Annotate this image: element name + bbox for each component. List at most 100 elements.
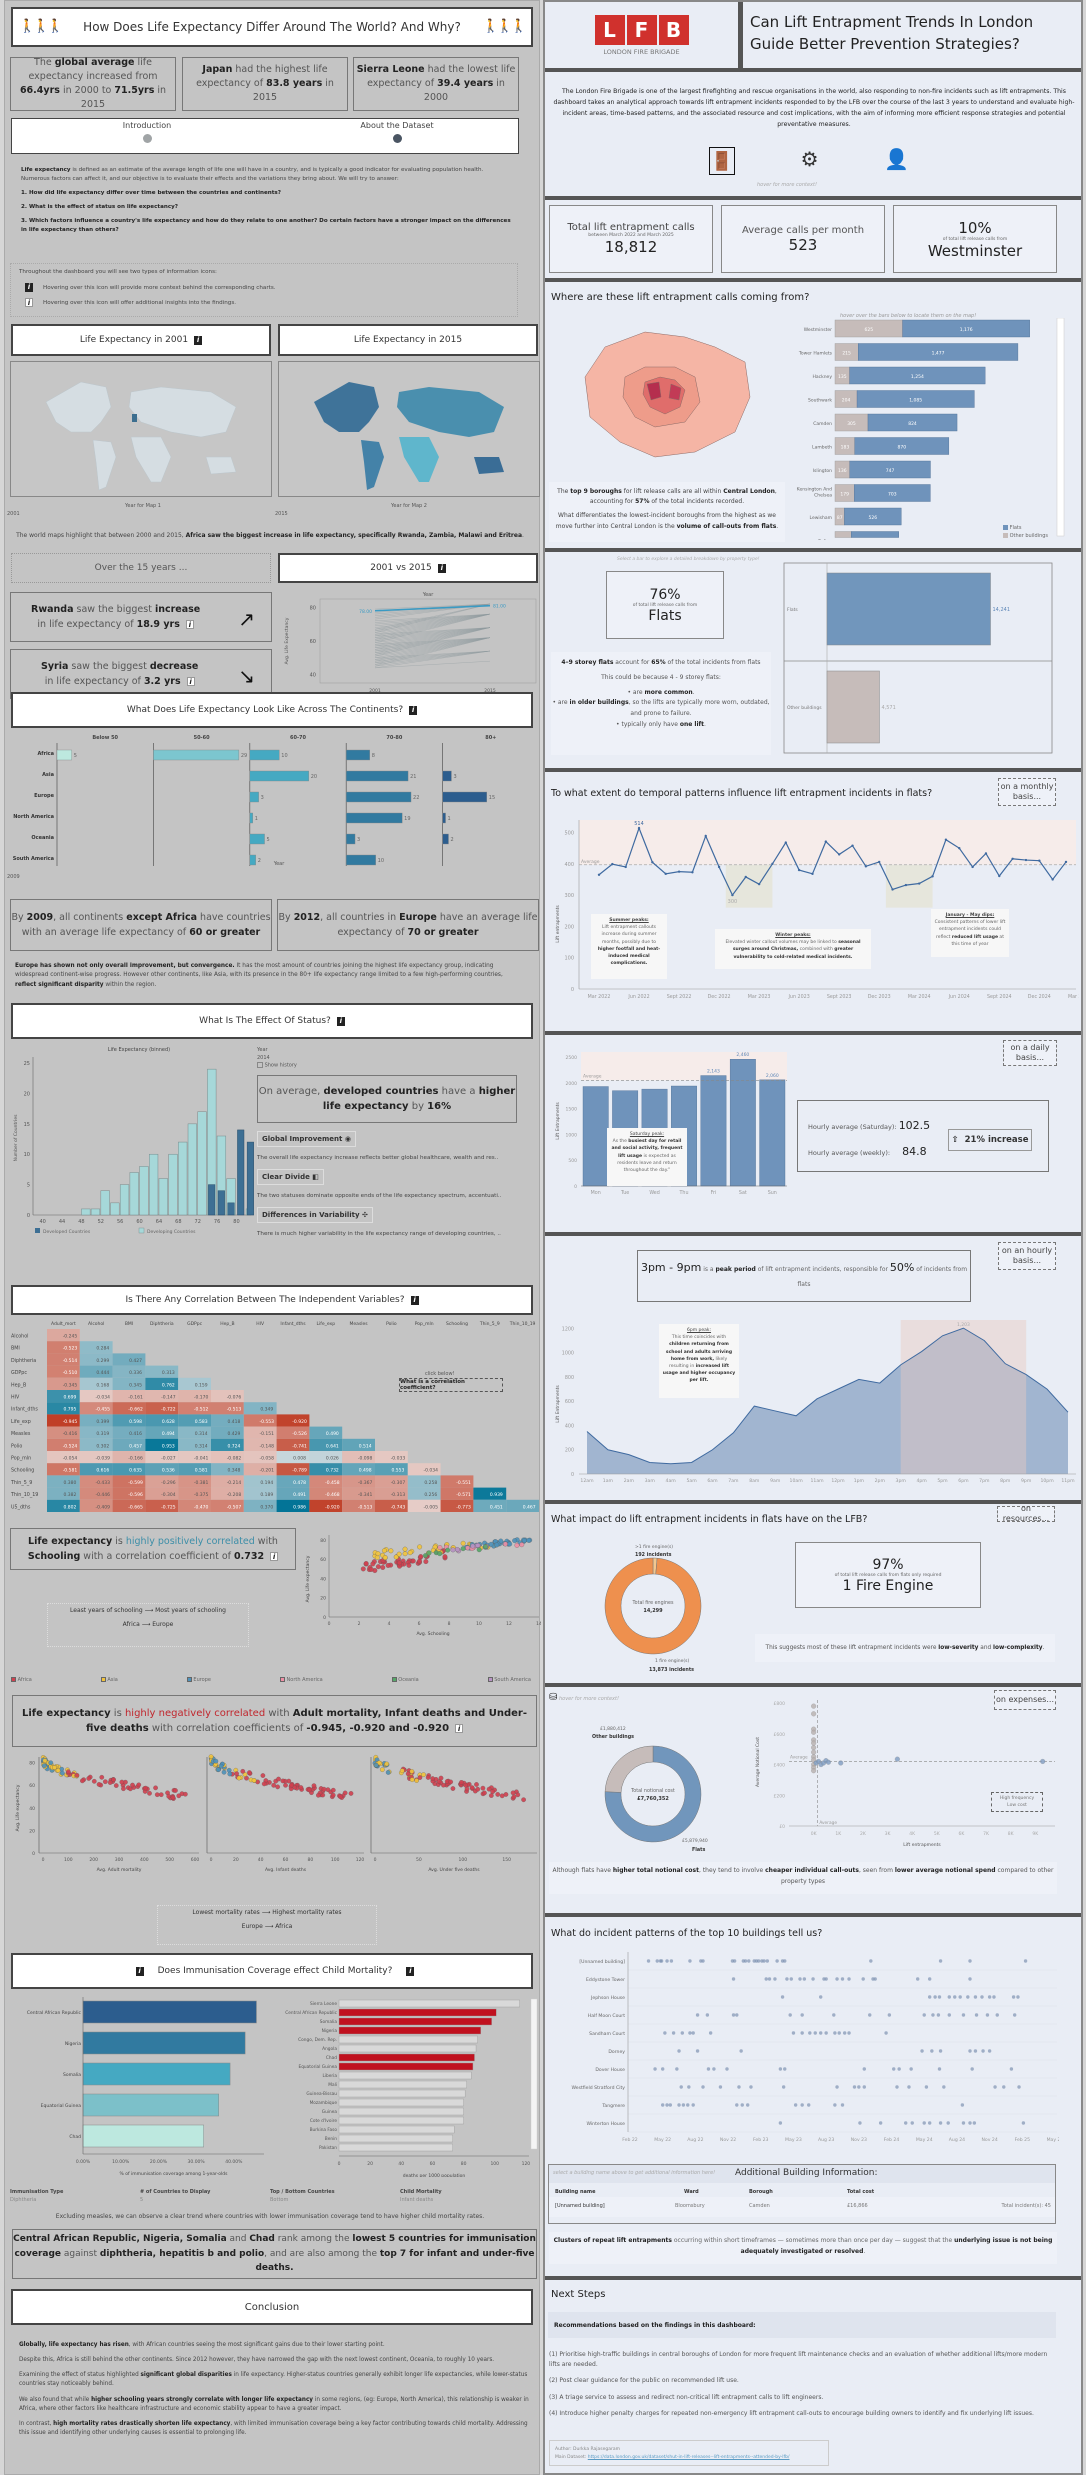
map1-year[interactable]: 2001: [7, 511, 20, 517]
info-icon[interactable]: i: [336, 1016, 345, 1026]
legend-item[interactable]: Asia: [100, 1677, 118, 1683]
legend-item[interactable]: Oceania: [391, 1677, 419, 1683]
country-point: [325, 1787, 331, 1792]
borough-label: Islington: [813, 468, 832, 474]
country-point: [445, 1547, 451, 1553]
tab-about-dataset[interactable]: About the Dataset: [322, 121, 472, 143]
cell-value: -0.514: [63, 1358, 78, 1364]
cell-value: 0.635: [129, 1468, 142, 1474]
deaths-bar-chart[interactable]: Sierra Leone Central African Republic Soma…: [267, 1995, 539, 2177]
monthly-line-chart[interactable]: 0 100 200 300 400 500 Lift entrapments Average 5…: [551, 814, 1079, 1019]
vs-slope-chart[interactable]: Year 40 60 80 Avg. Life Expectancy 78.00 81.00…: [280, 591, 540, 696]
legend-item[interactable]: Africa: [11, 1677, 32, 1683]
show-history-checkbox[interactable]: [257, 1062, 263, 1068]
legend-item[interactable]: South America: [487, 1677, 531, 1683]
hourly-area-chart[interactable]: 0 200 400 600 800 1000 1200 Lift Entrapments 12a…: [551, 1314, 1079, 1499]
scrollbar[interactable]: [530, 1998, 538, 2150]
incident-point: [706, 2067, 711, 2071]
info-icon[interactable]: i: [135, 1966, 144, 1976]
x-tick: 8pm: [1000, 1478, 1011, 1484]
cell-value: -0.523: [63, 1346, 78, 1352]
scrollbar[interactable]: [1056, 318, 1065, 537]
info-table-row[interactable]: [Unnamed building] Bloomsbury Camden £16…: [549, 2197, 1055, 2217]
coverage-bar: [82, 2031, 246, 2055]
lift-icon[interactable]: 🚪: [709, 147, 735, 175]
x-tick: 9am: [770, 1478, 781, 1484]
cell-value: 0.494: [162, 1431, 175, 1437]
correlation-heatmap[interactable]: Adult_mort Alcohol BMI Diphtheria GDPpc Hep_B…: [9, 1317, 539, 1517]
property-point: [811, 1749, 817, 1755]
filter-control[interactable]: Child Mortality Infant deaths: [400, 2189, 442, 2203]
cost-hover-hint[interactable]: ⛁ hover for more context!: [549, 1692, 619, 1703]
schooling-scatter[interactable]: 0 20 40 60 80 0 2 4 6 8 10 12 14 Avg. Schooling Avg. L…: [293, 1529, 541, 1639]
legend-item[interactable]: North America: [279, 1677, 323, 1683]
global-improvement-button[interactable]: Global Improvement ◉: [257, 1131, 356, 1147]
incident-point: [973, 2049, 978, 2053]
country-line: [374, 627, 491, 655]
world-map-2015[interactable]: [278, 361, 540, 497]
person-question-icon[interactable]: 👤: [884, 147, 909, 171]
insight-icon[interactable]: i: [455, 1723, 464, 1733]
insight-icon[interactable]: i: [186, 677, 195, 686]
world-map-2001[interactable]: [10, 361, 272, 497]
flats-bar: [854, 437, 950, 455]
correlation-coefficient-button[interactable]: What is a correlation coefficient?: [399, 1378, 503, 1392]
info-icon[interactable]: i: [194, 335, 203, 345]
fire-engines-donut[interactable]: Total fire engines 14,299 >1 fire engine(s…: [585, 1540, 725, 1675]
developing-bar: [197, 1111, 207, 1216]
notional-cost-donut[interactable]: Total notional cost £7,760,352 £1,880,412 O…: [570, 1722, 725, 1857]
status-year-filter[interactable]: Year 2014 Show history: [257, 1047, 297, 1069]
immunisation-bar-chart[interactable]: Central African Republic Nigeria Somalia Eq…: [9, 1995, 269, 2177]
flats-value: 1,254: [911, 374, 924, 380]
heatmap-cell: [309, 1475, 343, 1488]
life-title-bar: 🚶🚶🚶 How Does Life Expectancy Differ Arou…: [11, 7, 533, 47]
data-point: [624, 865, 627, 869]
filter-control[interactable]: Immunisation Type Diphtheria: [10, 2189, 64, 2203]
continents-year[interactable]: 2009: [7, 874, 20, 880]
info-icon[interactable]: i: [437, 563, 446, 573]
info-icon[interactable]: i: [410, 1295, 419, 1305]
divider: [545, 1232, 1081, 1236]
cell-value: -0.161: [128, 1395, 143, 1401]
y-tick: 500: [564, 831, 574, 837]
insight-icon[interactable]: i: [185, 620, 194, 629]
map2-year[interactable]: 2015: [275, 511, 288, 517]
clear-divide-button[interactable]: Clear Divide ◧: [257, 1168, 324, 1185]
info-icon[interactable]: i: [406, 1966, 415, 1976]
incident-point: [895, 2085, 899, 2089]
status-histogram[interactable]: Life Expectancy (binned) 0 5 10 15 20 25 40 44 48…: [9, 1043, 254, 1243]
lfb-title: Can Lift Entrapment Trends In London Gui…: [750, 13, 1034, 53]
x-tick: 12pm: [831, 1478, 845, 1484]
bar: [56, 749, 72, 761]
buildings-timeline[interactable]: [Unnamed building] Eddystone Tower Jephson…: [549, 1948, 1059, 2154]
incident-point: [688, 2031, 692, 2035]
filter-control[interactable]: Top / Bottom Countries Bottom: [270, 2189, 335, 2203]
x-tick: 5am: [686, 1478, 697, 1484]
heatmap-cell: [211, 1475, 244, 1488]
dataset-link[interactable]: https://data.london.gov.uk/dataset/shut-…: [587, 2454, 790, 2460]
bin-header: Below 50: [92, 735, 118, 741]
tab-introduction[interactable]: Introduction: [72, 121, 222, 143]
heatmap-cell: [473, 1487, 507, 1500]
heatmap-cell: [211, 1463, 244, 1476]
continents-bar-chart[interactable]: Below 50 50-60 60-70 70-80 80+ Africa 5 29 10 8 As…: [9, 731, 539, 866]
property-type-bar-chart[interactable]: Flats 14,241 Other buildings 4,571: [783, 559, 1055, 757]
legend-item[interactable]: Europe: [186, 1677, 211, 1683]
filter-control[interactable]: # of Countries to Display 5: [140, 2189, 211, 2203]
landmass-south-america: [361, 440, 384, 490]
london-borough-map[interactable]: [575, 322, 760, 462]
gears-icon[interactable]: ⚙: [800, 147, 819, 171]
maps-note: The world maps highlight that between 20…: [16, 532, 524, 539]
variability-button[interactable]: Differences in Variability ✣: [257, 1206, 373, 1223]
cost-scatter[interactable]: £0 £200 £400 £600 £800 0K 1K 2K 3K 4K 5K 6K 7K 8K 9K Li…: [745, 1692, 1057, 1852]
cell-value: 0.380: [64, 1480, 77, 1486]
daily-bar-chart[interactable]: 0 500 1000 1500 2000 2500 Lift Entrapments Mon T…: [551, 1046, 791, 1206]
info-icon[interactable]: i: [409, 705, 418, 715]
borough-bar-chart[interactable]: 625 1,176 Westminster 215 1,477 Tower Hamlets…: [785, 318, 1075, 540]
heatmap-cell: [473, 1499, 507, 1512]
country-point: [42, 1758, 48, 1763]
insight-icon[interactable]: i: [270, 1552, 279, 1561]
y-axis-title: Lift Entrapments: [555, 1102, 561, 1140]
heatmap-cell: [145, 1402, 179, 1415]
